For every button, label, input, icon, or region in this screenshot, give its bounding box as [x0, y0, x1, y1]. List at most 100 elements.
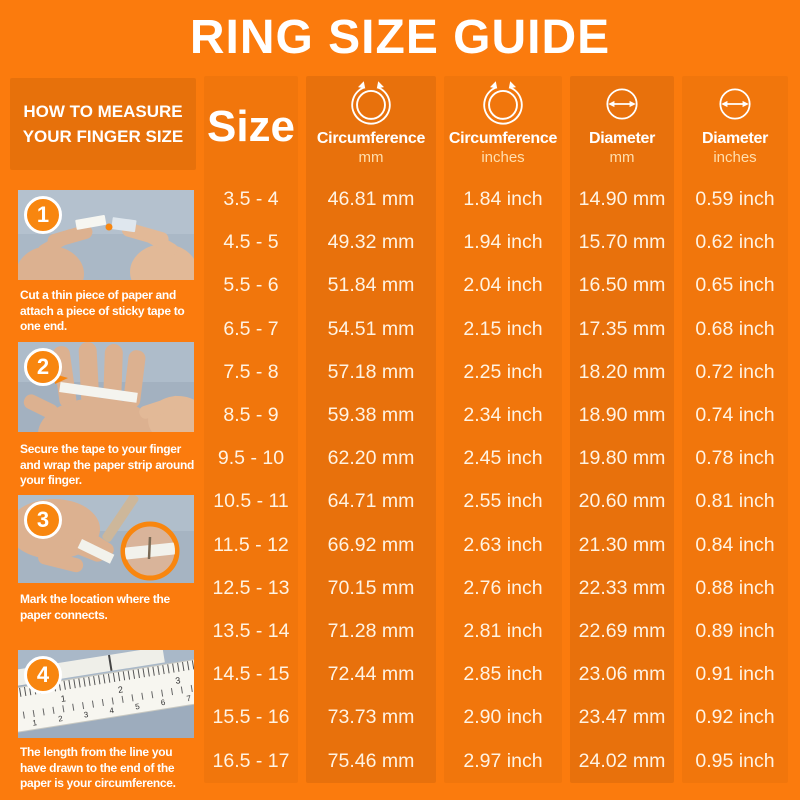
cell-size: 8.5 - 9 — [223, 404, 279, 427]
cell-circumference-inches: 2.45 inch — [463, 447, 543, 470]
cell-diameter-mm: 16.50 mm — [578, 274, 666, 297]
cell-circumference-inches: 2.97 inch — [463, 749, 543, 772]
column-label: Circumference — [448, 130, 558, 147]
svg-text:3: 3 — [83, 710, 89, 720]
svg-text:4: 4 — [109, 706, 115, 716]
cell-size: 13.5 - 14 — [212, 619, 290, 642]
column-header-diameter-mm: Diameter mm — [566, 76, 678, 178]
ring-size-table: Size Circumference mm — [200, 76, 792, 783]
step-2-number-badge: 2 — [24, 348, 62, 386]
cell-diameter-mm: 18.90 mm — [578, 404, 666, 427]
cell-diameter-mm: 21.30 mm — [578, 533, 666, 556]
cell-diameter-inches: 0.62 inch — [695, 231, 775, 254]
step-4-caption: The length from the line you have drawn … — [20, 745, 176, 791]
cell-diameter-mm: 17.35 mm — [578, 317, 666, 340]
cell-size: 12.5 - 13 — [212, 576, 290, 599]
size-column-header: Size — [206, 102, 296, 151]
cell-circumference-inches: 2.15 inch — [463, 317, 543, 340]
column-unit: mm — [609, 149, 635, 166]
cell-diameter-inches: 0.95 inch — [695, 749, 775, 772]
step-2-photo: 2 — [18, 342, 194, 432]
column-header-diameter-inches: Diameter inches — [678, 76, 792, 178]
cell-size: 9.5 - 10 — [217, 447, 285, 470]
svg-text:5: 5 — [135, 702, 141, 712]
svg-text:6: 6 — [160, 698, 166, 708]
step-3-caption: Mark the location where the paper connec… — [20, 592, 170, 622]
cell-circumference-mm: 66.92 mm — [327, 533, 415, 556]
cell-circumference-mm: 59.38 mm — [327, 404, 415, 427]
step-4-number-badge: 4 — [24, 656, 62, 694]
cell-circumference-mm: 70.15 mm — [327, 576, 415, 599]
cell-diameter-inches: 0.59 inch — [695, 188, 775, 211]
svg-text:2: 2 — [57, 714, 63, 724]
diameter-inches-column-band — [682, 76, 788, 783]
cell-diameter-inches: 0.89 inch — [695, 619, 775, 642]
cell-circumference-mm: 72.44 mm — [327, 663, 415, 686]
cell-diameter-inches: 0.72 inch — [695, 360, 775, 383]
cell-size: 3.5 - 4 — [223, 188, 279, 211]
cell-circumference-mm: 57.18 mm — [327, 360, 415, 383]
cell-circumference-inches: 1.84 inch — [463, 188, 543, 211]
circumference-mm-column-band — [306, 76, 436, 783]
size-column-band — [204, 76, 298, 783]
cell-circumference-mm: 49.32 mm — [327, 231, 415, 254]
column-unit: inches — [713, 149, 757, 166]
cell-diameter-inches: 0.91 inch — [695, 663, 775, 686]
cell-circumference-inches: 2.76 inch — [463, 576, 543, 599]
cell-diameter-mm: 22.69 mm — [578, 619, 666, 642]
cell-size: 11.5 - 12 — [213, 533, 289, 556]
cell-diameter-mm: 24.02 mm — [578, 749, 666, 772]
column-label: Diameter — [588, 130, 656, 147]
step-3-number-badge: 3 — [24, 501, 62, 539]
step-3-photo: 3 — [18, 495, 194, 583]
column-header-circumference-inches: Circumference inches — [440, 76, 566, 178]
hands-taping-paper-strip-illustration — [18, 190, 194, 280]
cell-circumference-inches: 2.25 inch — [463, 360, 543, 383]
circumference-icon — [345, 76, 397, 128]
cell-diameter-mm: 15.70 mm — [578, 231, 666, 254]
cell-circumference-mm: 64.71 mm — [327, 490, 415, 513]
cell-size: 5.5 - 6 — [223, 274, 279, 297]
cell-diameter-inches: 0.68 inch — [695, 317, 775, 340]
cell-size: 15.5 - 16 — [212, 706, 290, 729]
cell-diameter-inches: 0.88 inch — [695, 576, 775, 599]
page-title: RING SIZE GUIDE — [189, 11, 611, 64]
circumference-inches-column-band — [444, 76, 562, 783]
cell-diameter-inches: 0.84 inch — [695, 533, 775, 556]
step-1-photo: 1 — [18, 190, 194, 280]
cell-circumference-inches: 2.63 inch — [463, 533, 543, 556]
diameter-icon — [711, 80, 759, 128]
cell-diameter-mm: 23.47 mm — [578, 706, 666, 729]
column-label: Circumference — [316, 130, 426, 147]
sidebar-heading: HOW TO MEASURE YOUR FINGER SIZE — [10, 78, 196, 170]
svg-text:2: 2 — [117, 684, 124, 695]
cell-diameter-mm: 18.20 mm — [578, 360, 666, 383]
step-1-number-badge: 1 — [24, 196, 62, 234]
cell-circumference-inches: 1.94 inch — [463, 231, 543, 254]
cell-circumference-mm: 62.20 mm — [327, 447, 415, 470]
cell-diameter-mm: 22.33 mm — [578, 576, 666, 599]
cell-circumference-inches: 2.90 inch — [463, 706, 543, 729]
cell-circumference-mm: 75.46 mm — [327, 749, 415, 772]
svg-text:1: 1 — [32, 718, 38, 728]
cell-diameter-mm: 20.60 mm — [578, 490, 666, 513]
cell-size: 16.5 - 17 — [212, 749, 290, 772]
circumference-icon — [477, 76, 529, 128]
svg-text:3: 3 — [175, 675, 182, 686]
column-unit: inches — [481, 149, 525, 166]
cell-circumference-inches: 2.55 inch — [463, 490, 543, 513]
cell-diameter-mm: 19.80 mm — [578, 447, 666, 470]
cell-circumference-inches: 2.85 inch — [463, 663, 543, 686]
cell-diameter-inches: 0.81 inch — [695, 490, 775, 513]
cell-size: 10.5 - 11 — [213, 490, 289, 513]
cell-circumference-mm: 51.84 mm — [327, 274, 415, 297]
diameter-icon — [598, 80, 646, 128]
cell-diameter-mm: 14.90 mm — [578, 188, 666, 211]
column-header-circumference-mm: Circumference mm — [302, 76, 440, 178]
cell-diameter-mm: 23.06 mm — [578, 663, 666, 686]
svg-text:7: 7 — [186, 694, 192, 704]
diameter-mm-column-band — [570, 76, 674, 783]
cell-circumference-mm: 71.28 mm — [327, 619, 415, 642]
cell-circumference-inches: 2.81 inch — [463, 619, 543, 642]
